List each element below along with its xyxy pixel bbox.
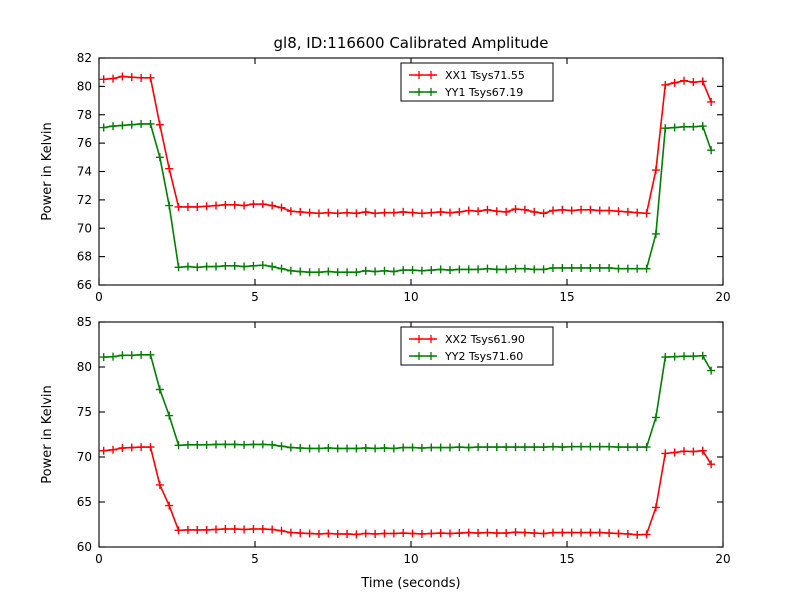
legend-label: XX1 Tsys71.55	[445, 69, 525, 82]
x-tick-label: 5	[251, 552, 259, 566]
legend-swatch-marker	[415, 352, 435, 360]
x-axis-label: Time (seconds)	[360, 576, 460, 591]
y-axis-label-top: Power in Kelvin	[40, 122, 55, 220]
legend-label: XX2 Tsys61.90	[445, 333, 525, 346]
x-tick-label: 20	[715, 552, 730, 566]
legend-swatch-marker	[415, 335, 435, 343]
series-XX2	[99, 443, 716, 539]
series-YY1	[99, 119, 716, 277]
x-tick-label: 15	[559, 552, 574, 566]
legend-top: XX1 Tsys71.55 YY1 Tsys67.19	[400, 62, 554, 102]
x-tick-label: 15	[559, 290, 574, 304]
series-markers	[99, 350, 716, 453]
y-tick-label: 72	[77, 193, 92, 207]
series-line	[103, 123, 712, 274]
legend-box	[400, 326, 554, 366]
x-tick-label: 10	[403, 290, 418, 304]
legend-bottom: XX2 Tsys61.90 YY2 Tsys71.60	[400, 326, 554, 366]
legend-swatch-marker	[415, 71, 435, 79]
x-tick-label: 5	[251, 290, 259, 304]
legend-box	[400, 62, 554, 102]
series-markers	[99, 72, 716, 218]
y-tick-label: 80	[77, 360, 92, 374]
y-tick-label: 65	[77, 495, 92, 509]
series-XX1	[99, 72, 716, 218]
x-tick-label: 20	[715, 290, 730, 304]
legend-label: YY1 Tsys67.19	[444, 86, 523, 99]
x-tick-label: 0	[95, 552, 103, 566]
y-tick-label: 78	[77, 108, 92, 122]
legend-label: YY2 Tsys71.60	[444, 350, 523, 363]
y-tick-label: 70	[77, 221, 92, 235]
y-tick-label: 66	[77, 278, 92, 292]
y-tick-label: 75	[77, 405, 92, 419]
y-tick-label: 80	[77, 79, 92, 93]
series-YY2	[99, 350, 716, 453]
y-axis-label-bottom: Power in Kelvin	[40, 385, 55, 483]
y-tick-label: 82	[77, 51, 92, 65]
plot-panel-top: 0 5 10 15 20 66 68 70 72 74 76 78 80 82 Power in Kelvi…	[40, 51, 731, 304]
series-line	[103, 446, 712, 536]
series-markers	[99, 119, 716, 277]
y-tick-label: 70	[77, 450, 92, 464]
y-tick-label: 85	[77, 315, 92, 329]
y-tick-label: 74	[77, 165, 92, 179]
y-tick-label: 76	[77, 136, 92, 150]
legend-swatch-marker	[415, 88, 435, 96]
chart-title: gl8, ID:116600 Calibrated Amplitude	[274, 34, 549, 52]
series-markers	[99, 443, 716, 539]
series-line	[103, 354, 712, 450]
x-tick-label: 0	[95, 290, 103, 304]
plot-panel-bottom: 0 5 10 15 20 60 65 70 75 80 85 Power in Kelvin Time …	[40, 315, 731, 591]
y-tick-label: 68	[77, 250, 92, 264]
x-tick-label: 10	[403, 552, 418, 566]
y-tick-label: 60	[77, 540, 92, 554]
